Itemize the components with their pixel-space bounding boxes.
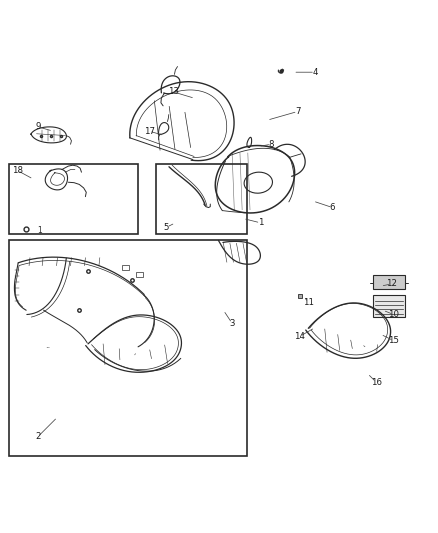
- Text: ..: ..: [45, 342, 50, 351]
- Text: 18: 18: [12, 166, 23, 175]
- Text: 1: 1: [258, 219, 263, 228]
- Text: 2: 2: [35, 432, 41, 441]
- Bar: [10, 240, 247, 456]
- Text: 4: 4: [312, 68, 318, 77]
- Text: 8: 8: [268, 140, 274, 149]
- Text: 12: 12: [386, 279, 397, 288]
- Bar: [373, 275, 406, 289]
- Bar: [373, 295, 406, 317]
- Bar: [155, 164, 247, 234]
- Text: 14: 14: [294, 332, 305, 341]
- Text: 9: 9: [35, 122, 40, 131]
- Text: 11: 11: [303, 298, 314, 307]
- Text: 10: 10: [388, 310, 399, 319]
- Text: 1: 1: [37, 226, 42, 235]
- Bar: [122, 265, 129, 270]
- Text: 13: 13: [168, 87, 179, 96]
- Text: 7: 7: [295, 107, 300, 116]
- Text: 15: 15: [388, 336, 399, 345]
- Text: 16: 16: [371, 378, 381, 387]
- Bar: [10, 164, 138, 234]
- Bar: [136, 272, 143, 277]
- Text: 5: 5: [164, 223, 170, 232]
- Text: 6: 6: [330, 203, 335, 212]
- Text: 3: 3: [230, 319, 235, 328]
- Text: 17: 17: [144, 127, 155, 136]
